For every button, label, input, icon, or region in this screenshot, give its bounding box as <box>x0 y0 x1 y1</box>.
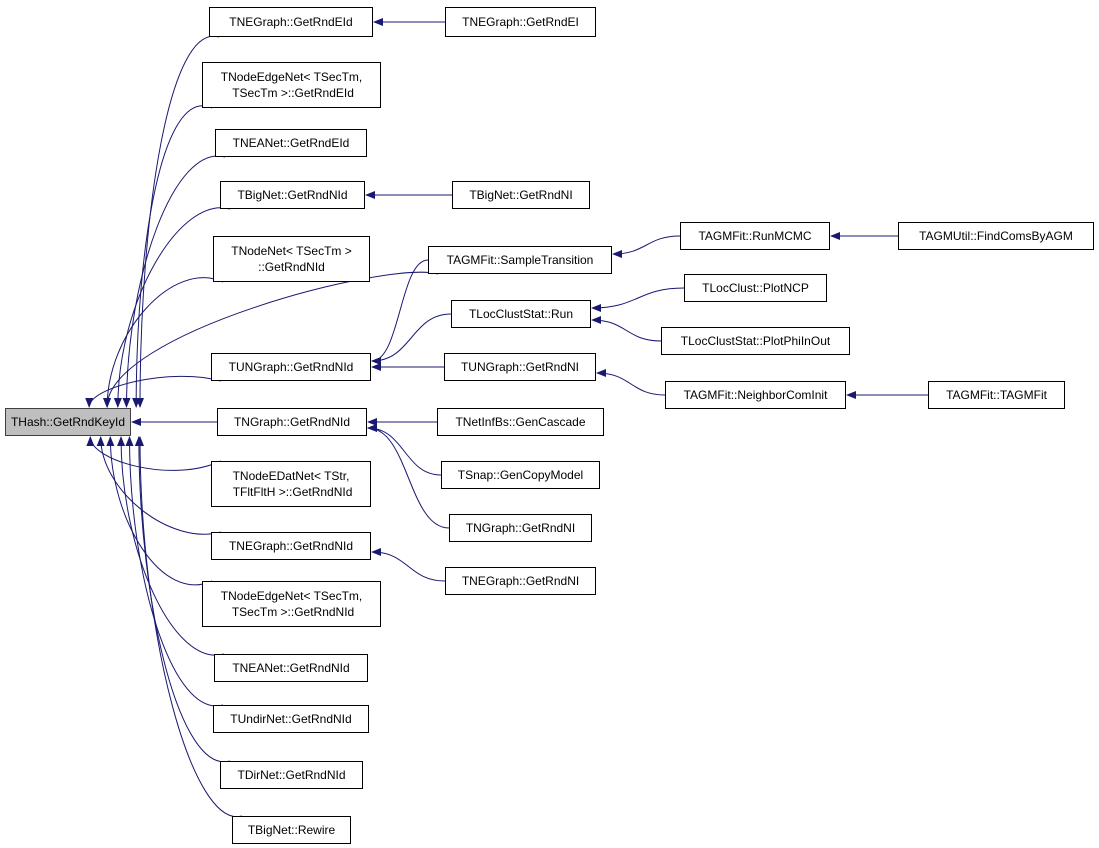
call-edge-arrow <box>117 436 225 656</box>
graph-node[interactable]: TUNGraph::GetRndNId <box>211 353 371 381</box>
call-edge-arrow <box>125 436 224 707</box>
graph-node[interactable]: TNEANet::GetRndEId <box>215 129 367 157</box>
call-edge-arrow <box>103 277 224 408</box>
graph-node[interactable]: TAGMFit::TAGMFit <box>928 381 1065 409</box>
graph-node[interactable]: TNodeNet< TSecTm > ::GetRndNId <box>213 236 370 282</box>
call-edge-arrow <box>96 436 222 535</box>
call-edge-arrow <box>367 424 450 529</box>
graph-node[interactable]: TNetInfBs::GenCascade <box>437 408 604 436</box>
graph-node[interactable]: TUNGraph::GetRndNI <box>444 353 596 381</box>
graph-node[interactable]: TNodeEDatNet< TStr, TFltFltH >::GetRndNI… <box>211 461 371 507</box>
call-edge-arrow <box>612 235 681 258</box>
graph-node[interactable]: TNEANet::GetRndNId <box>214 654 368 682</box>
graph-node[interactable]: TAGMUtil::FindComsByAGM <box>898 222 1094 250</box>
graph-node[interactable]: TNEGraph::GetRndEId <box>209 7 373 37</box>
call-edge-arrow <box>103 271 439 408</box>
call-edge-arrow <box>371 548 446 582</box>
call-edge-arrow <box>596 369 666 396</box>
graph-node[interactable]: TLocClustStat::Run <box>451 300 591 328</box>
graph-node[interactable]: TUndirNet::GetRndNId <box>213 705 369 733</box>
graph-node-root[interactable]: THash::GetRndKeyId <box>5 408 131 436</box>
graph-node[interactable]: TBigNet::GetRndNId <box>220 181 365 209</box>
graph-node[interactable]: TSnap::GenCopyModel <box>441 461 600 489</box>
graph-node[interactable]: TAGMFit::SampleTransition <box>428 246 612 274</box>
call-edge-arrow <box>371 259 429 365</box>
call-edge-arrow <box>371 313 452 365</box>
call-edge-arrow <box>136 35 220 408</box>
call-edge-arrow <box>134 436 231 763</box>
graph-node[interactable]: TNEGraph::GetRndNId <box>211 532 371 560</box>
graph-node[interactable]: TNodeEdgeNet< TSecTm, TSecTm >::GetRndEI… <box>202 62 381 108</box>
call-edge-arrow <box>122 155 226 408</box>
call-edge-arrow <box>591 287 685 312</box>
graph-node[interactable]: TNGraph::GetRndNI <box>449 514 592 542</box>
call-edge-arrow <box>132 105 213 408</box>
call-edge-arrow <box>86 436 222 471</box>
call-edge-arrow <box>113 207 231 408</box>
graph-node[interactable]: TAGMFit::NeighborComInit <box>665 381 846 409</box>
graph-node[interactable]: TAGMFit::RunMCMC <box>680 222 830 250</box>
graph-node[interactable]: TNEGraph::GetRndNI <box>445 567 596 595</box>
graph-node[interactable]: TNGraph::GetRndNId <box>217 408 367 436</box>
graph-node[interactable]: TLocClustStat::PlotPhiInOut <box>661 327 850 355</box>
call-edge-arrow <box>591 316 662 342</box>
call-edge-arrow <box>367 424 442 476</box>
graph-node[interactable]: TBigNet::Rewire <box>232 816 351 844</box>
graph-node[interactable]: TNEGraph::GetRndEI <box>445 7 596 37</box>
call-edge-arrow <box>136 436 243 818</box>
graph-node[interactable]: TNodeEdgeNet< TSecTm, TSecTm >::GetRndNI… <box>202 581 381 627</box>
graph-node[interactable]: TLocClust::PlotNCP <box>684 274 827 302</box>
call-edge-arrow <box>106 436 213 586</box>
graph-node[interactable]: TBigNet::GetRndNI <box>452 181 590 209</box>
call-edge-arrow <box>85 375 222 408</box>
graph-node[interactable]: TDirNet::GetRndNId <box>220 761 363 789</box>
